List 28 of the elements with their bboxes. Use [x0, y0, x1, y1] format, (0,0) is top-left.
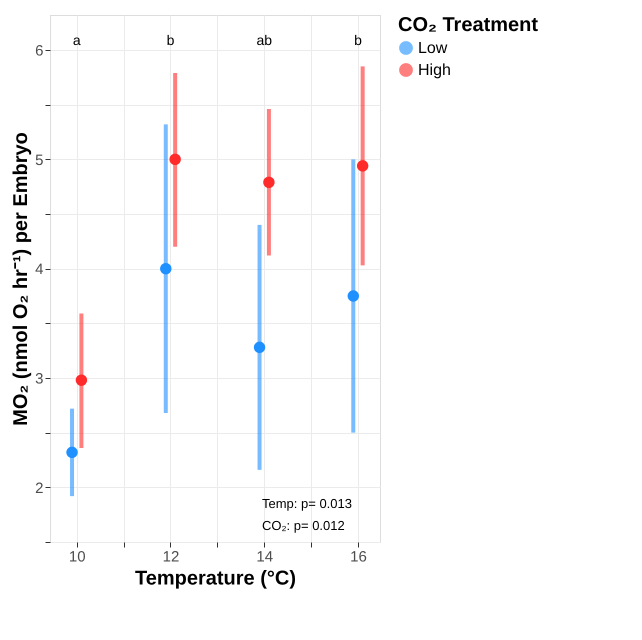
y-tick-label: 2	[35, 480, 44, 497]
x-axis-title: Temperature (°C)	[135, 568, 296, 590]
y-tick-label: 5	[35, 152, 44, 169]
point	[169, 154, 181, 166]
annotation: b	[354, 32, 362, 48]
legend-label: Low	[418, 40, 448, 57]
point	[356, 160, 368, 172]
point	[348, 290, 359, 302]
annotation: a	[72, 32, 81, 48]
point	[254, 342, 266, 354]
x-tick-label: 10	[68, 548, 86, 566]
annotation: Temp: p= 0.013	[262, 496, 352, 511]
annotation: ab	[256, 32, 272, 48]
y-tick-label: 3	[35, 370, 44, 388]
y-tick-label: 4	[35, 261, 44, 278]
x-tick-label: 16	[350, 548, 367, 566]
x-tick-label: 12	[162, 548, 180, 566]
point	[76, 374, 88, 386]
point	[263, 176, 275, 188]
x-tick-label: 14	[256, 548, 274, 566]
annotation: CO₂: p= 0.012	[262, 518, 345, 533]
point	[160, 262, 172, 274]
legend-title: CO₂ Treatment	[398, 14, 538, 36]
y-tick-label: 6	[35, 42, 44, 60]
annotation: b	[166, 32, 175, 48]
point	[66, 446, 78, 458]
legend-label: High	[418, 62, 451, 79]
y-axis-title: MO₂ (nmol O₂ hr⁻¹) per Embryo	[10, 132, 32, 426]
